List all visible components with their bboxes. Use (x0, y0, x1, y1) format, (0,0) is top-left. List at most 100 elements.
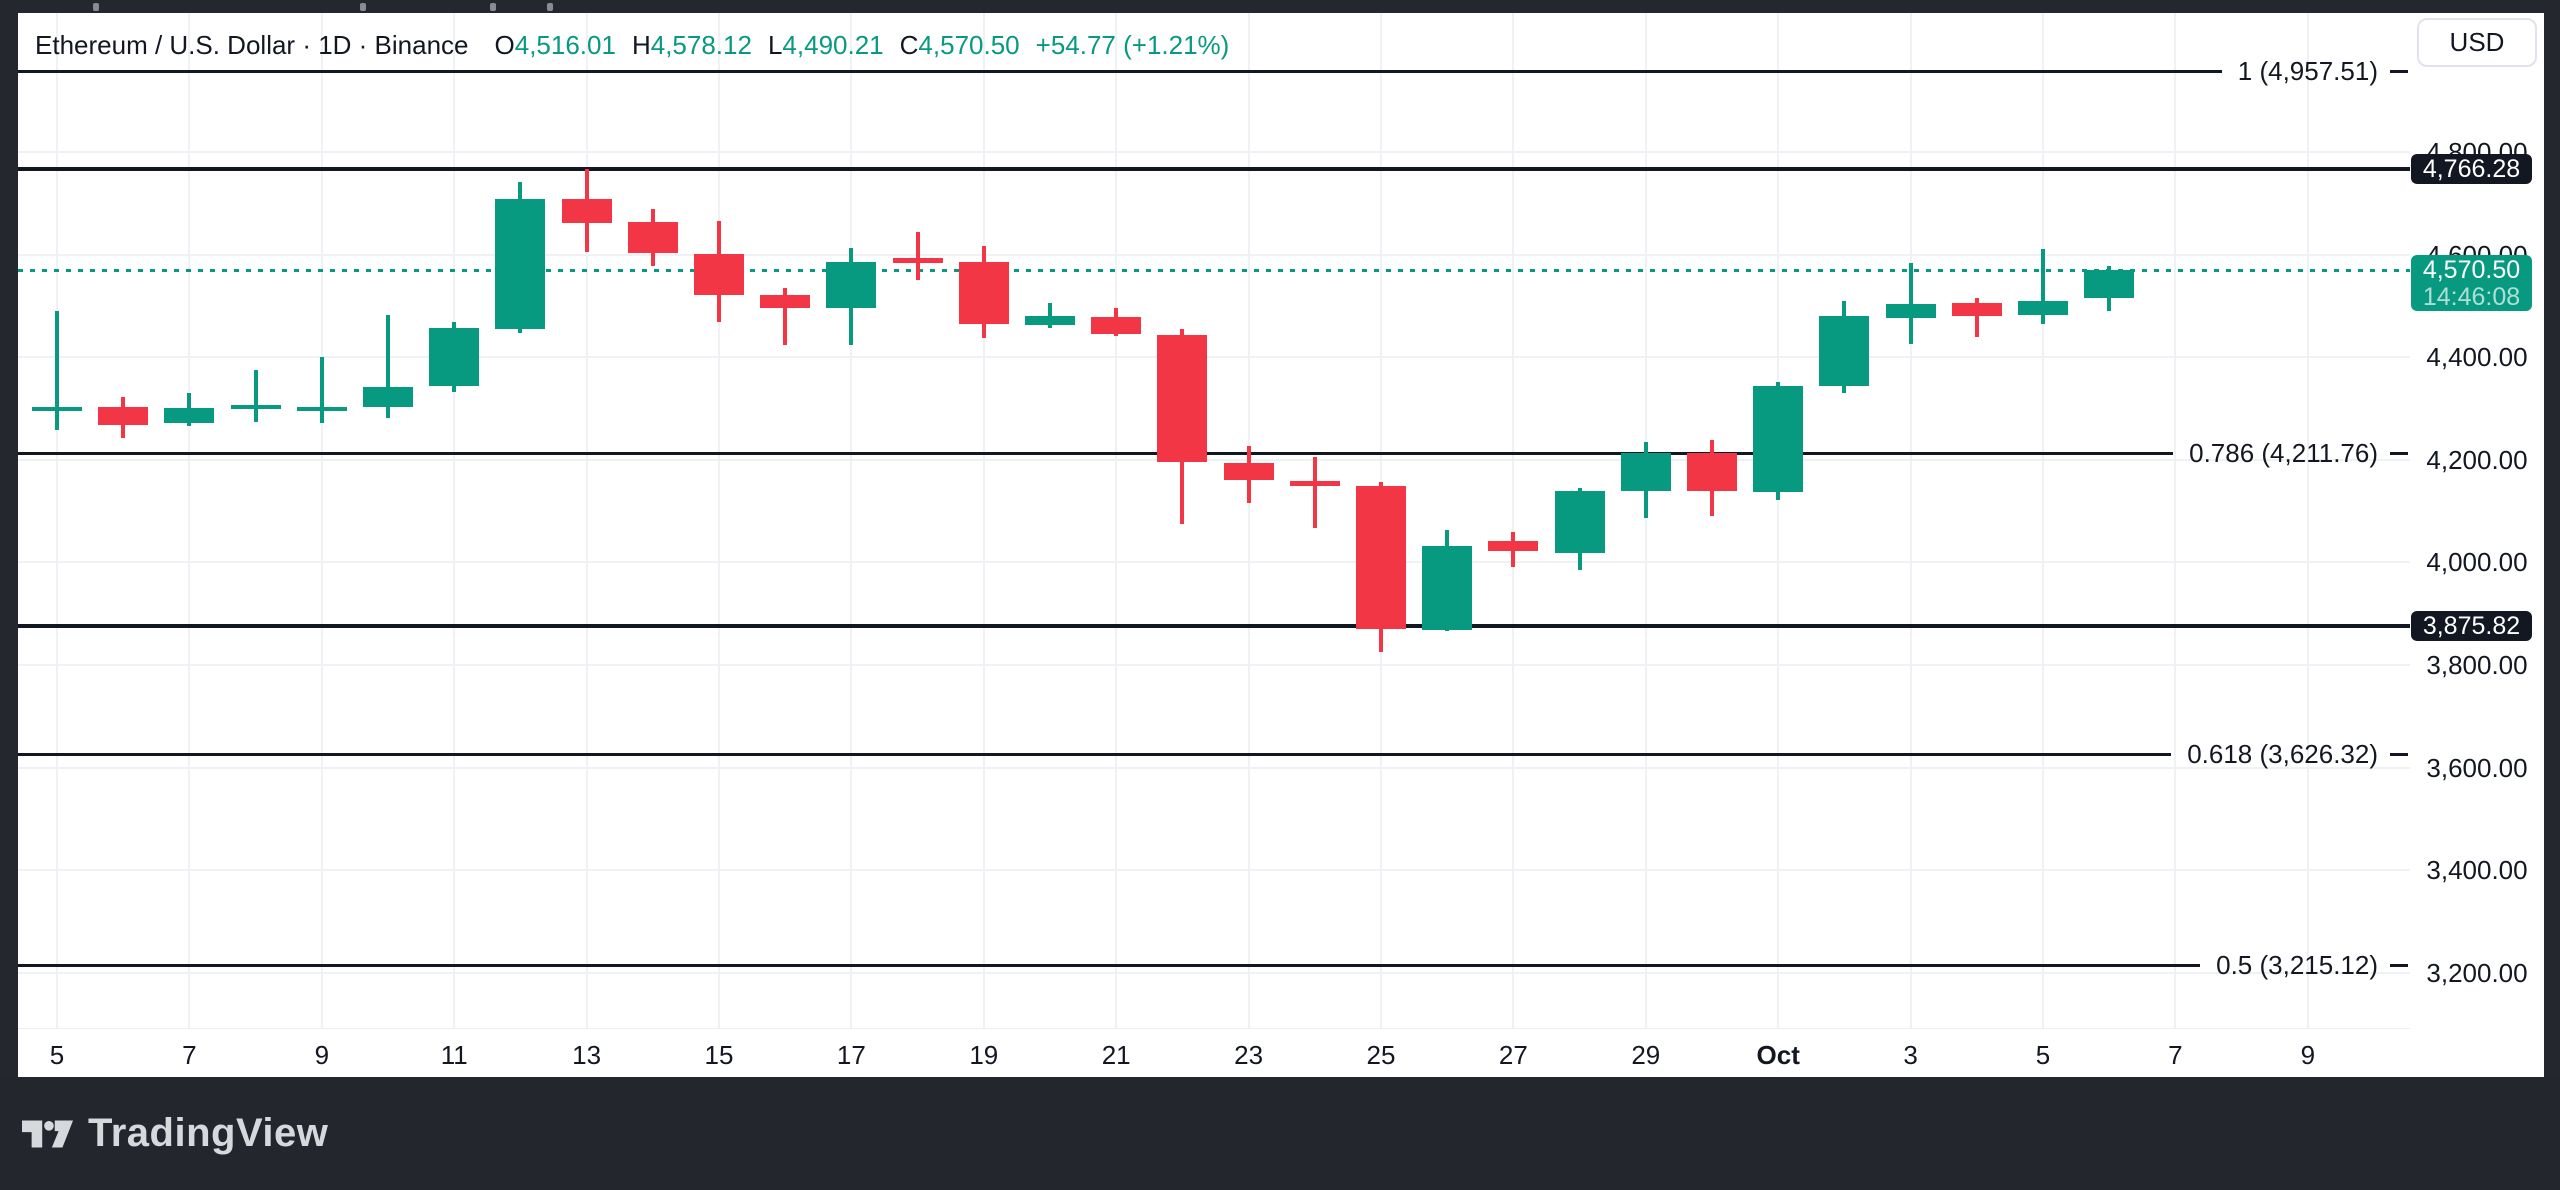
candle-body (1091, 317, 1142, 334)
gridline-horizontal (18, 253, 2410, 256)
toolbar-icon-fragment (490, 3, 496, 11)
candle-wick (915, 232, 920, 281)
chart-pane[interactable]: 1 (4,957.51) 0.786 (4,211.76) 0.618 (3,626… (18, 13, 2410, 1028)
candle-body (561, 199, 612, 223)
gridline-vertical (850, 13, 853, 1028)
fib-level-dash (2390, 963, 2408, 967)
symbol-title[interactable]: Ethereum / U.S. Dollar · 1D · Binance (35, 30, 469, 60)
price-tick-4,200.00: 4,200.00 (2426, 444, 2528, 475)
symbol-legend[interactable]: Ethereum / U.S. Dollar · 1D · Binance O4,… (35, 30, 1229, 61)
time-tick-27: 27 (1498, 1040, 1528, 1070)
gridline-vertical (320, 13, 323, 1028)
candle-wick (55, 311, 59, 431)
fib-level-label: 1 (4,957.51) (2237, 55, 2378, 86)
toolbar-icon-fragment (360, 3, 366, 11)
gridline-horizontal (18, 356, 2410, 359)
candle-body (1554, 491, 1605, 554)
candle-body (1951, 302, 2002, 317)
time-axis[interactable]: 5 7 9 11 13 15 17 19 21 23 25 27 29 Oct 3 5 7 9 (18, 1028, 2410, 1078)
ohlc-high: H4,578.12 (631, 30, 752, 60)
fib-level-label: 0.786 (4,211.76) (2189, 438, 2378, 469)
fib-level-line (18, 963, 2201, 967)
fib-level-line (18, 452, 2174, 456)
gridline-vertical (1777, 13, 1780, 1028)
time-tick-11: 11 (440, 1040, 468, 1070)
time-tick-9: 9 (2300, 1040, 2316, 1070)
time-tick-21: 21 (1101, 1040, 1131, 1070)
gridline-horizontal (18, 869, 2410, 872)
gridline-horizontal (18, 766, 2410, 769)
price-badge-text: 4,766.28 (2422, 155, 2521, 184)
candle-body (98, 406, 149, 425)
price-tick-3,200.00: 3,200.00 (2426, 957, 2528, 988)
candle-body (1422, 545, 1473, 630)
candle-body (892, 258, 943, 264)
fib-level-line (18, 69, 2222, 73)
fib-level-0.5[interactable]: 0.5 (3,215.12) (18, 949, 2408, 980)
gridline-vertical (453, 13, 456, 1028)
price-change: +54.77 (+1.21%) (1035, 30, 1230, 60)
price-axis[interactable]: USD 4,800.004,600.004,400.004,200.004,00… (2410, 13, 2544, 1077)
gridline-vertical (188, 13, 191, 1028)
time-tick-15: 15 (704, 1040, 734, 1070)
gridline-vertical (982, 13, 985, 1028)
candle-body (958, 261, 1009, 324)
candle-body (694, 254, 744, 296)
candle-body (627, 222, 678, 253)
candle-body (429, 327, 480, 386)
gridline-vertical (2042, 13, 2044, 1028)
gridline-vertical (56, 13, 58, 1028)
gridline-horizontal (18, 971, 2410, 974)
candle-body (1223, 462, 1274, 480)
fib-level-label: 0.5 (3,215.12) (2216, 949, 2378, 980)
price-badge-text: 3,875.82 (2422, 612, 2521, 641)
candle-body (1753, 385, 1804, 493)
fib-level-1[interactable]: 1 (4,957.51) (18, 55, 2408, 86)
gridline-horizontal (18, 151, 2410, 153)
time-tick-29: 29 (1631, 1040, 1661, 1070)
fib-level-dash (2390, 69, 2408, 73)
last-price-value: 4,570.50 (2422, 255, 2521, 284)
price-line-4,766.28[interactable] (18, 167, 2410, 172)
price-tick-4,400.00: 4,400.00 (2426, 342, 2528, 373)
fib-level-line (18, 752, 2172, 756)
time-tick-5: 5 (49, 1040, 65, 1070)
candle-body (2084, 269, 2135, 298)
candle-body (1488, 540, 1539, 552)
candle-body (1157, 334, 1208, 462)
candle-wick (1908, 262, 1913, 344)
time-tick-oct: Oct (1756, 1040, 1800, 1070)
toolbar-icon-fragment (547, 3, 553, 11)
price-tick-3,800.00: 3,800.00 (2426, 650, 2528, 680)
fib-level-dash (2390, 452, 2408, 456)
fib-level-0.786[interactable]: 0.786 (4,211.76) (18, 438, 2408, 469)
price-line-3,875.82[interactable] (18, 624, 2410, 629)
currency-usd-button[interactable]: USD (2417, 18, 2537, 67)
tradingview-logo-icon[interactable] (22, 1117, 74, 1151)
candle-body (760, 294, 811, 308)
price-tick-3,400.00: 3,400.00 (2426, 855, 2528, 886)
gridline-vertical (2174, 13, 2177, 1028)
gridline-vertical (1644, 13, 1647, 1028)
price-badge-4,766.28: 4,766.28 (2411, 154, 2532, 185)
price-tick-4,000.00: 4,000.00 (2426, 547, 2528, 578)
price-badge-3,875.82: 3,875.82 (2411, 611, 2532, 642)
candle-body (1289, 480, 1340, 487)
ohlc-low: L4,490.21 (767, 30, 884, 60)
candle-body (1620, 453, 1671, 492)
last-price-badge: 4,570.50 14:46:08 (2411, 254, 2532, 311)
fib-level-dash (2390, 752, 2408, 756)
candle-body (164, 407, 215, 423)
candle-body (1885, 303, 1936, 319)
ohlc-close: C4,570.50 (899, 30, 1020, 60)
gridline-vertical (2306, 13, 2309, 1028)
gridline-vertical (718, 13, 720, 1028)
fib-level-0.618[interactable]: 0.618 (3,626.32) (18, 739, 2408, 769)
candle-body (1025, 316, 1075, 325)
tradingview-brand-text[interactable]: TradingView (88, 1111, 329, 1155)
candle-body (1356, 485, 1406, 630)
gridline-horizontal (18, 561, 2410, 564)
time-tick-5: 5 (2035, 1040, 2051, 1070)
candle-wick (386, 315, 390, 419)
